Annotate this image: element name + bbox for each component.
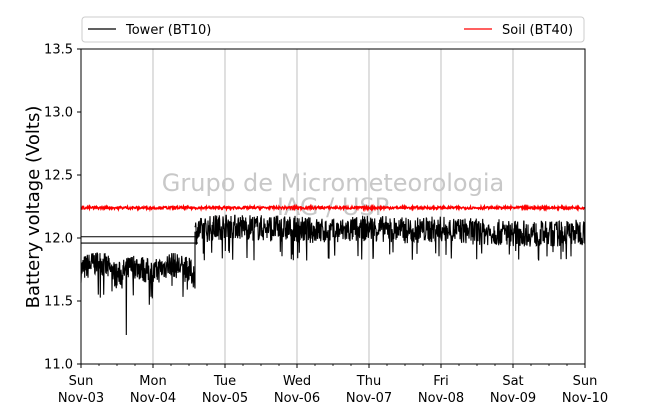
x-tick-label-date: Nov-05 — [202, 391, 248, 406]
y-tick-label: 12.0 — [44, 232, 73, 247]
soil-series-line — [80, 203, 586, 213]
watermark-line-1: Grupo de Micrometeorologia — [162, 169, 504, 197]
y-tick-label: 13.5 — [44, 43, 73, 58]
x-tick-label-day: Fri — [433, 374, 449, 389]
x-tick-label-date: Nov-08 — [418, 391, 464, 406]
x-tick-label-date: Nov-03 — [58, 391, 104, 406]
x-tick-label-date: Nov-10 — [562, 391, 608, 406]
legend-label-tower: Tower (BT10) — [125, 23, 211, 38]
tower-series-line — [194, 214, 586, 261]
y-tick-label: 13.0 — [44, 106, 73, 121]
legend: Tower (BT10) Soil (BT40) — [81, 16, 585, 43]
x-tick-label-date: Nov-09 — [490, 391, 536, 406]
y-tick-label: 11.5 — [44, 295, 73, 310]
x-tick-label-date: Nov-07 — [346, 391, 392, 406]
x-tick-label-day: Mon — [139, 374, 166, 389]
series-layer — [80, 203, 586, 336]
x-tick-label-day: Sat — [502, 374, 523, 389]
x-tick-label-day: Tue — [213, 374, 236, 389]
x-tick-label-day: Thu — [356, 374, 381, 389]
y-tick-label: 12.5 — [44, 169, 73, 184]
x-tick-label-date: Nov-04 — [130, 391, 176, 406]
legend-label-soil: Soil (BT40) — [502, 23, 573, 38]
y-tick-label: 11.0 — [44, 358, 73, 373]
x-tick-label-day: Sun — [573, 374, 598, 389]
x-axis: Sun Nov-03 Mon Nov-04 Tue Nov-05 Wed Nov-06 Thu N… — [58, 364, 608, 406]
y-axis-label: Battery voltage (Volts) — [23, 106, 44, 309]
legend-box — [81, 16, 585, 43]
x-tick-label-day: Sun — [69, 374, 94, 389]
x-tick-label-day: Wed — [283, 374, 311, 389]
x-tick-label-date: Nov-06 — [274, 391, 320, 406]
y-axis: 11.0 11.5 12.0 12.5 13.0 13.5 — [44, 43, 81, 373]
tower-series-line — [80, 252, 196, 336]
